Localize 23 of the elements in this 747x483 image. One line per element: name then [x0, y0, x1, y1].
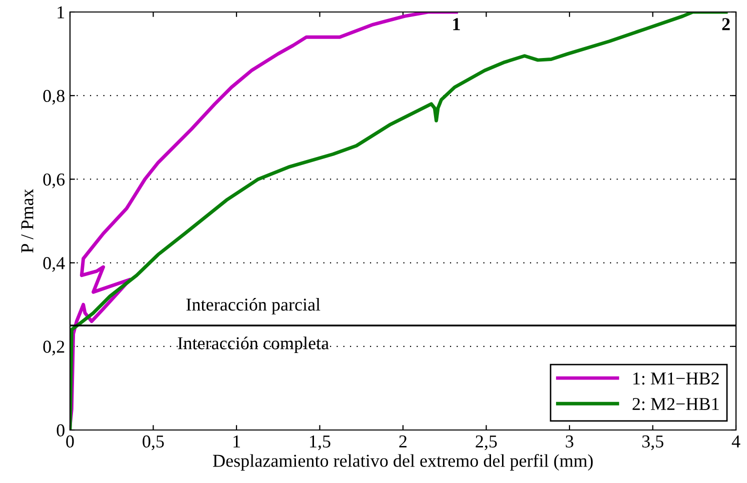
y-tick-label: 0,8 — [43, 90, 64, 105]
annotation: Interacción completa — [178, 336, 329, 354]
annotation: Interacción parcial — [186, 298, 320, 314]
x-tick-label: 0 — [66, 435, 74, 448]
legend-label: 1: M1−HB2 — [633, 372, 719, 385]
annotation: 2 — [722, 18, 730, 30]
x-tick-label: 0,5 — [142, 435, 164, 450]
annotation: 1 — [453, 18, 460, 30]
x-tick-label: 1 — [234, 435, 240, 448]
y-axis-title: P / Pmax — [21, 188, 34, 253]
x-tick-label: 3 — [566, 435, 574, 448]
x-tick-label: 2 — [399, 435, 407, 448]
legend-label: 2: M2−HB1 — [632, 398, 719, 410]
y-tick-label: 1 — [58, 6, 64, 18]
x-tick-label: 3,5 — [642, 435, 664, 450]
x-tick-label: 1,5 — [310, 435, 330, 450]
x-tick-label: 4 — [732, 436, 740, 448]
y-tick-label: 0,4 — [43, 257, 65, 272]
y-tick-label: 0 — [56, 424, 64, 436]
y-tick-label: 0,2 — [43, 340, 64, 356]
x-tick-label: 2,5 — [476, 435, 497, 450]
x-axis-title: Desplazamiento relativo del extremo del perfil (mm) — [213, 454, 593, 471]
y-tick-label: 0,6 — [43, 173, 65, 188]
